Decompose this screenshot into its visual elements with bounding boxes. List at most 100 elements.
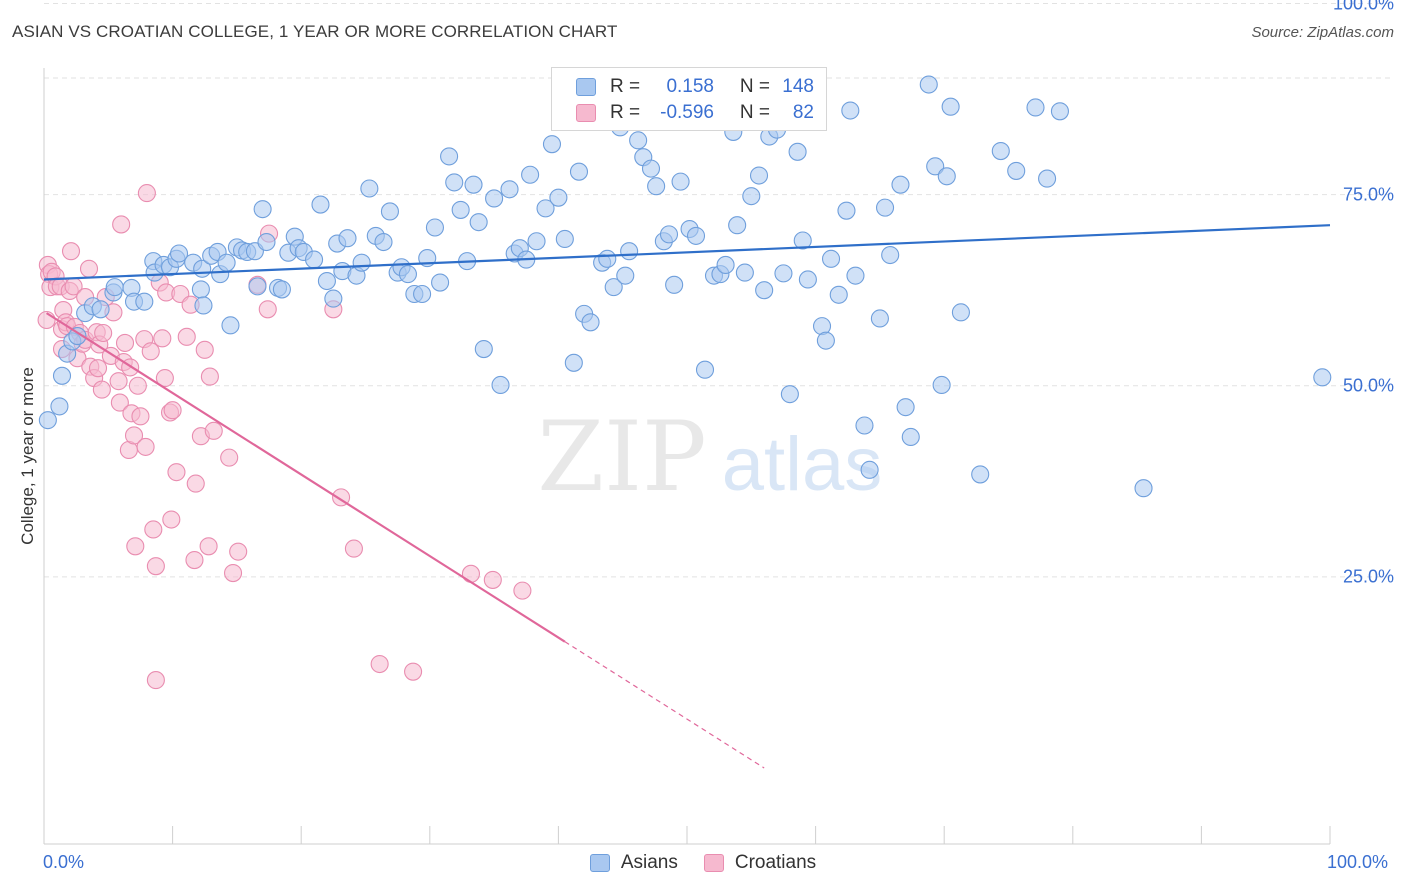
croatians-point [195, 340, 214, 359]
y-tick-label: 75.0% [1342, 184, 1394, 205]
croatians-point [115, 333, 135, 352]
asians-swatch [576, 78, 596, 96]
asians-point [735, 263, 754, 282]
croatians-point [229, 542, 248, 561]
r-value-croatians: -0.596 [660, 102, 714, 123]
n-label: N = [739, 102, 770, 123]
asians-point [253, 200, 272, 219]
n-value-asians: 148 [782, 76, 814, 97]
asians-point [891, 175, 910, 194]
croatians-point [153, 329, 172, 348]
asians-point [549, 188, 568, 207]
croatians-swatch [703, 854, 724, 872]
croatians-point [167, 463, 186, 482]
watermark-atlas: atlas [722, 422, 883, 507]
asians-point [491, 375, 510, 395]
asians-point [641, 159, 661, 178]
asians-point [536, 199, 555, 218]
legend-label-asians: Asians [620, 852, 678, 873]
asians-point [1007, 161, 1026, 180]
asians-point [616, 266, 635, 285]
asians-point [919, 75, 938, 94]
asians-points [38, 75, 1332, 498]
asians-point [860, 460, 879, 479]
asians-point [926, 157, 945, 176]
croatians-point [112, 215, 131, 234]
asians-point [816, 331, 835, 350]
asians-point [440, 147, 459, 166]
asians-point [991, 141, 1010, 161]
n-label: N = [739, 76, 770, 97]
y-axis-label: College, 1 year or more [18, 367, 37, 545]
asians-point [52, 366, 72, 385]
croatians-point [128, 376, 147, 395]
asians-point [305, 250, 324, 269]
asians-point [841, 101, 860, 120]
axes [43, 68, 1331, 845]
asians-point [38, 411, 57, 430]
croatians-point [404, 662, 423, 681]
asians-point [971, 465, 990, 484]
croatians-point [199, 537, 218, 556]
asians-point [629, 131, 648, 150]
croatians-point [126, 537, 145, 556]
croatians-point [344, 539, 363, 558]
legend-row-croatians: R = -0.596 N = 82 [576, 101, 814, 125]
asians-point [1313, 368, 1332, 387]
asians-point [951, 303, 970, 322]
croatians-point [137, 184, 156, 203]
croatians-point [131, 407, 150, 426]
legend-item-croatians[interactable]: Croatians [703, 852, 816, 874]
asians-point [774, 264, 793, 283]
asians-point [581, 313, 600, 332]
asians-point [896, 398, 915, 417]
asians-point [932, 375, 951, 395]
asians-point [445, 173, 464, 192]
asians-point [527, 232, 546, 251]
croatians-point [513, 581, 532, 600]
asians-point [788, 142, 807, 161]
asians-point [665, 275, 684, 294]
watermark: ZIP atlas [537, 401, 882, 513]
croatians-point [155, 369, 174, 388]
x-tick-label-max: 100.0% [1327, 852, 1389, 872]
asians-point [742, 187, 761, 206]
asians-point [855, 416, 874, 435]
asians-point [569, 162, 589, 181]
asians-trend-line [43, 224, 1331, 281]
croatians-swatch [576, 104, 596, 122]
asians-point [542, 135, 562, 154]
croatians-point [177, 327, 196, 346]
asians-point [317, 271, 336, 291]
legend-item-asians[interactable]: Asians [589, 852, 678, 874]
asians-point [837, 201, 856, 220]
asians-point [338, 229, 357, 248]
asians-point [846, 266, 865, 285]
asians-point [793, 231, 812, 250]
croatians-point [92, 380, 111, 399]
asians-point [324, 289, 343, 308]
asians-point [901, 427, 920, 447]
asians-point [564, 353, 583, 372]
croatians-point [258, 300, 277, 319]
asians-point [380, 202, 399, 221]
asians-point [1050, 102, 1069, 121]
croatians-point [200, 367, 219, 386]
asians-point [521, 165, 540, 184]
croatians-point [162, 510, 181, 529]
asians-point [937, 167, 956, 186]
asians-point [431, 273, 450, 292]
source-label: Source: ZipAtlas.com [1251, 24, 1394, 41]
asians-point [257, 232, 276, 252]
asians-point [352, 253, 371, 272]
asians-point [1134, 479, 1153, 498]
croatians-point [79, 259, 99, 278]
asians-point [798, 270, 817, 289]
chart-title: ASIAN VS CROATIAN COLLEGE, 1 YEAR OR MOR… [12, 22, 618, 41]
asians-point [716, 255, 735, 275]
correlation-legend: R = 0.158 N = 148 R = -0.596 N = 82 [551, 67, 827, 131]
asians-point [500, 180, 519, 199]
asians-point [647, 177, 666, 196]
asians-point [686, 226, 706, 245]
